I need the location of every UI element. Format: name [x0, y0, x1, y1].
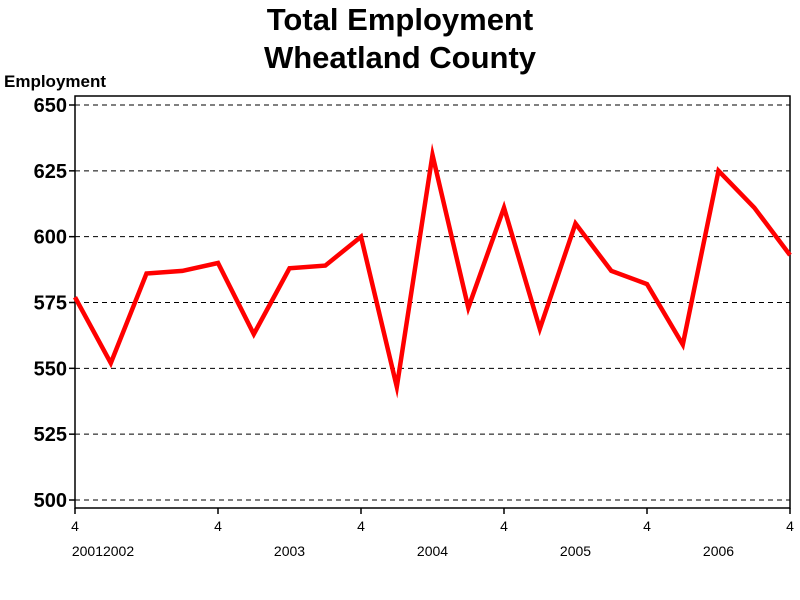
y-axis-label: Employment	[4, 72, 107, 91]
series-layer	[73, 143, 792, 399]
chart-subtitle: Wheatland County	[263, 40, 537, 75]
x-year-label: 2006	[703, 543, 734, 559]
x-tick-label: 4	[71, 518, 79, 534]
x-year-label: 20012002	[72, 543, 135, 559]
chart-title: Total Employment	[266, 2, 534, 37]
x-axis-ticks: 4 4 4 4 4 4 20012002 2003 2004 2005 2006	[71, 508, 794, 559]
y-tick-label: 625	[34, 161, 67, 183]
x-year-label: 2003	[274, 543, 305, 559]
y-tick-label: 650	[34, 95, 67, 117]
x-tick-label: 4	[786, 518, 794, 534]
x-tick-label: 4	[357, 518, 365, 534]
gridlines	[75, 104, 790, 501]
y-axis-ticks: 500 525 550 575 600 625 650	[34, 95, 75, 512]
x-year-label: 2004	[417, 543, 448, 559]
y-tick-label: 575	[34, 293, 67, 315]
x-tick-label: 4	[214, 518, 222, 534]
x-tick-label: 4	[500, 518, 508, 534]
y-tick-label: 600	[34, 227, 67, 249]
y-tick-label: 550	[34, 358, 67, 380]
y-tick-label: 525	[34, 424, 67, 446]
x-year-label: 2005	[560, 543, 591, 559]
y-tick-label: 500	[34, 490, 67, 512]
x-tick-label: 4	[643, 518, 651, 534]
